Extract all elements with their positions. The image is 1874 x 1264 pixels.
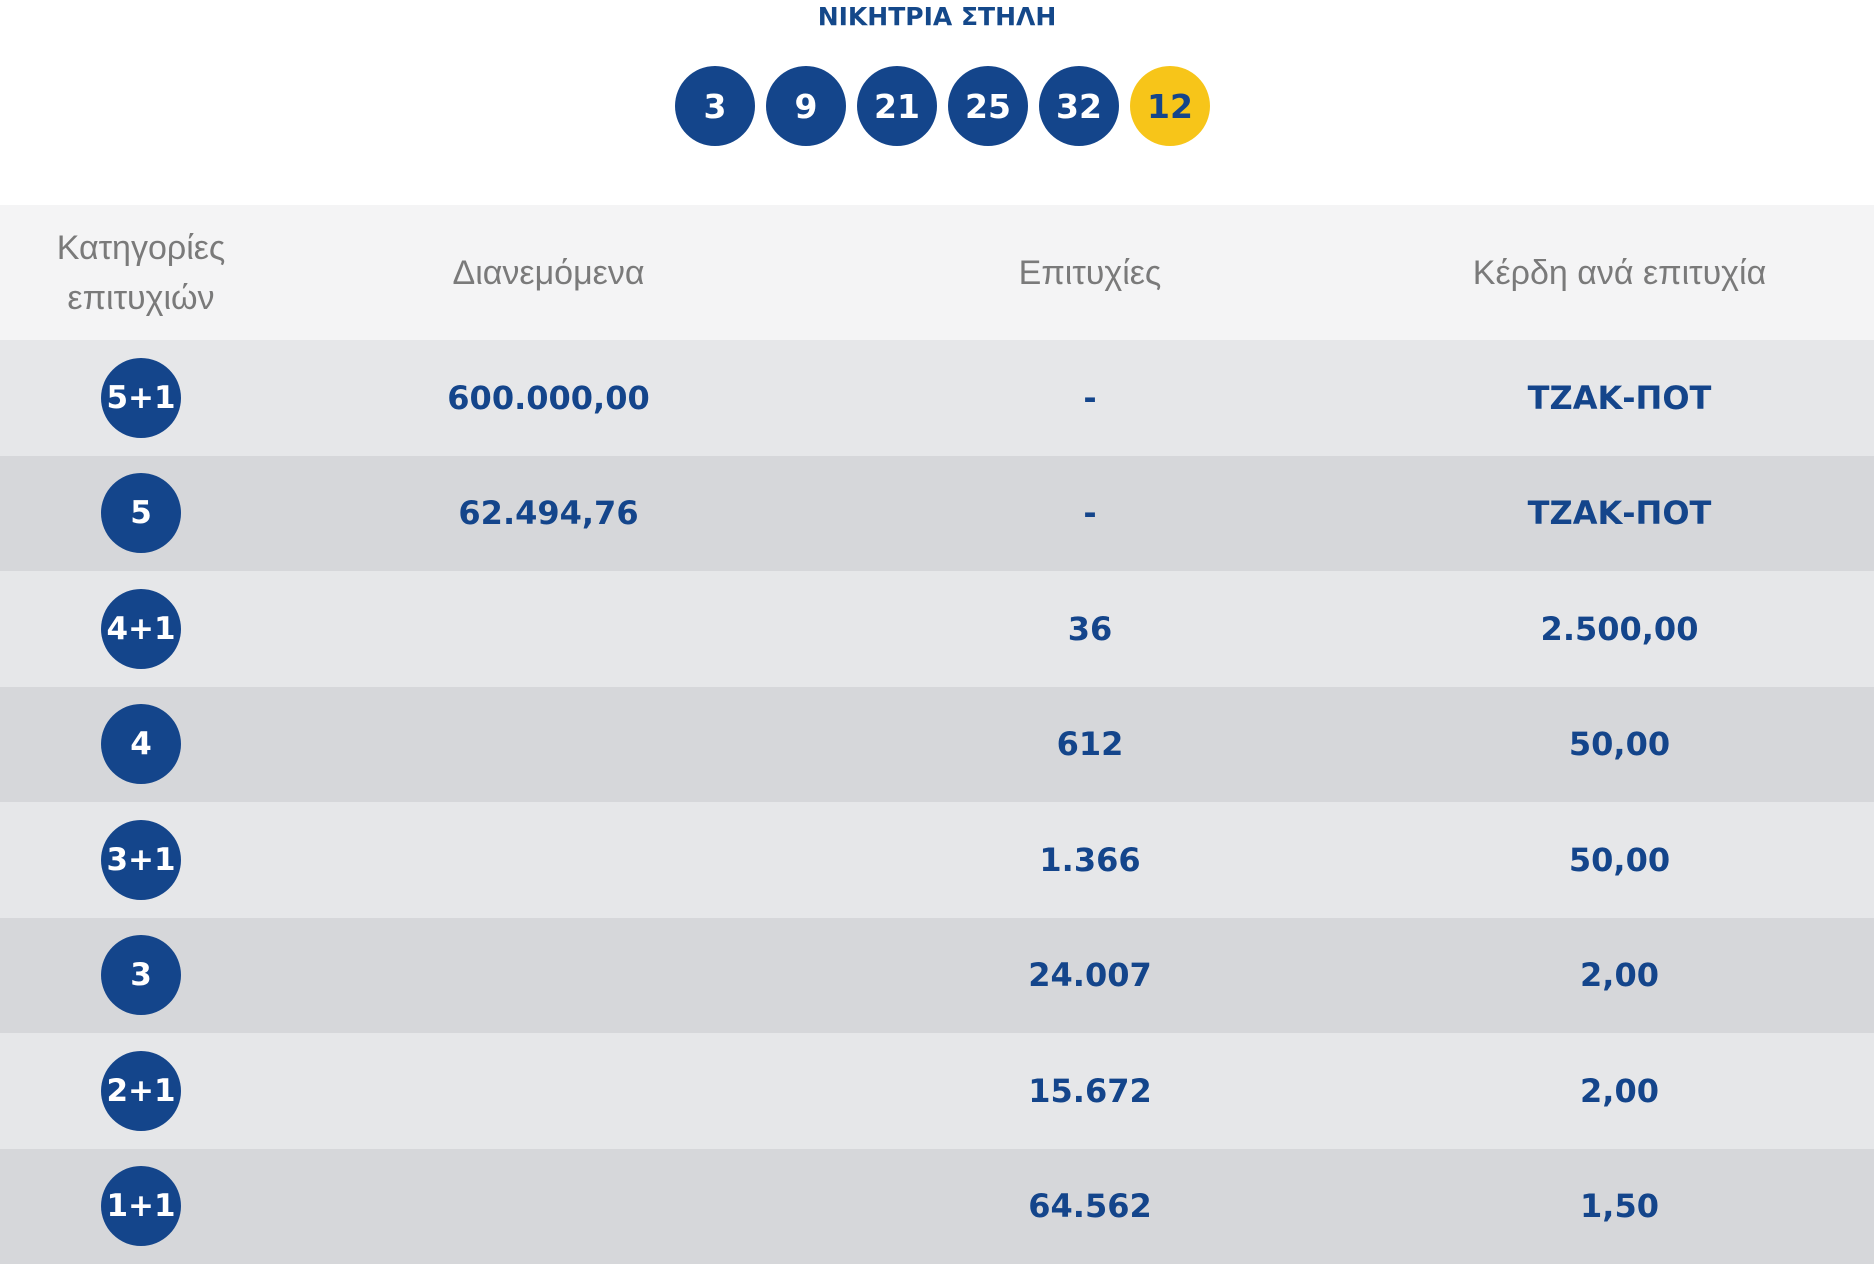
prize-table: Κατηγορίες επιτυχιών Διανεμόμενα Επιτυχί… bbox=[0, 205, 1874, 1264]
category-cell: 5 bbox=[0, 456, 282, 572]
winners-cell: 612 bbox=[815, 687, 1365, 803]
winners-value: 15.672 bbox=[1028, 1072, 1151, 1110]
prize-value: 2.500,00 bbox=[1541, 610, 1699, 648]
table-row: 4 612 50,00 bbox=[0, 687, 1874, 803]
winning-number-ball: 25 bbox=[948, 66, 1028, 146]
table-row: 3 24.007 2,00 bbox=[0, 918, 1874, 1034]
distributed-cell: 600.000,00 bbox=[282, 340, 815, 456]
category-cell: 4+1 bbox=[0, 571, 282, 687]
winners-cell: 64.562 bbox=[815, 1149, 1365, 1264]
winners-value: - bbox=[1083, 379, 1096, 417]
header-category: Κατηγορίες επιτυχιών bbox=[46, 223, 236, 323]
winning-number-ball: 32 bbox=[1039, 66, 1119, 146]
winners-value: - bbox=[1083, 494, 1096, 532]
winners-cell: 36 bbox=[815, 571, 1365, 687]
category-badge: 3+1 bbox=[101, 820, 181, 900]
category-badge: 5+1 bbox=[101, 358, 181, 438]
prize-value: 50,00 bbox=[1569, 841, 1670, 879]
winners-value: 1.366 bbox=[1039, 841, 1140, 879]
header-prize-per-winner: Κέρδη ανά επιτυχία bbox=[1473, 248, 1766, 298]
prize-cell: 2,00 bbox=[1365, 1033, 1874, 1149]
category-badge: 4 bbox=[101, 704, 181, 784]
prize-cell: 2,00 bbox=[1365, 918, 1874, 1034]
distributed-cell bbox=[282, 1033, 815, 1149]
prize-cell: ΤΖΑΚ-ΠΟΤ bbox=[1365, 340, 1874, 456]
category-cell: 3+1 bbox=[0, 802, 282, 918]
header-distributed-cell: Διανεμόμενα bbox=[282, 205, 815, 340]
category-cell: 4 bbox=[0, 687, 282, 803]
winners-cell: - bbox=[815, 456, 1365, 572]
winning-column-section: ΝΙΚΗΤΡΙΑ ΣΤΗΛΗ 3 9 21 25 32 12 bbox=[0, 0, 1874, 205]
header-prize-cell: Κέρδη ανά επιτυχία bbox=[1365, 205, 1874, 340]
bonus-number-ball: 12 bbox=[1130, 66, 1210, 146]
distributed-cell bbox=[282, 802, 815, 918]
winning-numbers: 3 9 21 25 32 12 bbox=[675, 66, 1210, 146]
prize-cell: ΤΖΑΚ-ΠΟΤ bbox=[1365, 456, 1874, 572]
table-row: 4+1 36 2.500,00 bbox=[0, 571, 1874, 687]
category-badge: 2+1 bbox=[101, 1051, 181, 1131]
winners-cell: 1.366 bbox=[815, 802, 1365, 918]
winning-number-ball: 3 bbox=[675, 66, 755, 146]
winners-value: 64.562 bbox=[1028, 1187, 1151, 1225]
winners-value: 612 bbox=[1057, 725, 1124, 763]
winners-value: 24.007 bbox=[1028, 956, 1151, 994]
table-row: 5+1 600.000,00 - ΤΖΑΚ-ΠΟΤ bbox=[0, 340, 1874, 456]
winners-cell: - bbox=[815, 340, 1365, 456]
prize-cell: 50,00 bbox=[1365, 802, 1874, 918]
category-cell: 3 bbox=[0, 918, 282, 1034]
header-distributed: Διανεμόμενα bbox=[453, 248, 645, 298]
header-category-cell: Κατηγορίες επιτυχιών bbox=[0, 205, 282, 340]
prize-value: ΤΖΑΚ-ΠΟΤ bbox=[1528, 379, 1712, 417]
prize-value: 2,00 bbox=[1580, 1072, 1659, 1110]
category-badge: 5 bbox=[101, 473, 181, 553]
winners-cell: 15.672 bbox=[815, 1033, 1365, 1149]
table-row: 3+1 1.366 50,00 bbox=[0, 802, 1874, 918]
prize-value: 2,00 bbox=[1580, 956, 1659, 994]
prize-value: 50,00 bbox=[1569, 725, 1670, 763]
distributed-cell bbox=[282, 1149, 815, 1264]
prize-value: 1,50 bbox=[1580, 1187, 1659, 1225]
distributed-value: 600.000,00 bbox=[447, 379, 649, 417]
prize-cell: 50,00 bbox=[1365, 687, 1874, 803]
header-winners: Επιτυχίες bbox=[1019, 248, 1162, 298]
distributed-value: 62.494,76 bbox=[458, 494, 638, 532]
category-cell: 5+1 bbox=[0, 340, 282, 456]
header-winners-cell: Επιτυχίες bbox=[815, 205, 1365, 340]
prize-cell: 1,50 bbox=[1365, 1149, 1874, 1264]
category-cell: 1+1 bbox=[0, 1149, 282, 1264]
distributed-cell: 62.494,76 bbox=[282, 456, 815, 572]
prize-value: ΤΖΑΚ-ΠΟΤ bbox=[1528, 494, 1712, 532]
category-badge: 4+1 bbox=[101, 589, 181, 669]
winning-number-ball: 9 bbox=[766, 66, 846, 146]
category-badge: 1+1 bbox=[101, 1166, 181, 1246]
distributed-cell bbox=[282, 687, 815, 803]
distributed-cell bbox=[282, 918, 815, 1034]
winning-number-ball: 21 bbox=[857, 66, 937, 146]
category-cell: 2+1 bbox=[0, 1033, 282, 1149]
category-badge: 3 bbox=[101, 935, 181, 1015]
winning-column-title: ΝΙΚΗΤΡΙΑ ΣΤΗΛΗ bbox=[0, 0, 1874, 34]
table-header-row: Κατηγορίες επιτυχιών Διανεμόμενα Επιτυχί… bbox=[0, 205, 1874, 340]
winners-value: 36 bbox=[1068, 610, 1113, 648]
prize-cell: 2.500,00 bbox=[1365, 571, 1874, 687]
table-row: 1+1 64.562 1,50 bbox=[0, 1149, 1874, 1264]
winners-cell: 24.007 bbox=[815, 918, 1365, 1034]
table-row: 2+1 15.672 2,00 bbox=[0, 1033, 1874, 1149]
distributed-cell bbox=[282, 571, 815, 687]
table-row: 5 62.494,76 - ΤΖΑΚ-ΠΟΤ bbox=[0, 456, 1874, 572]
